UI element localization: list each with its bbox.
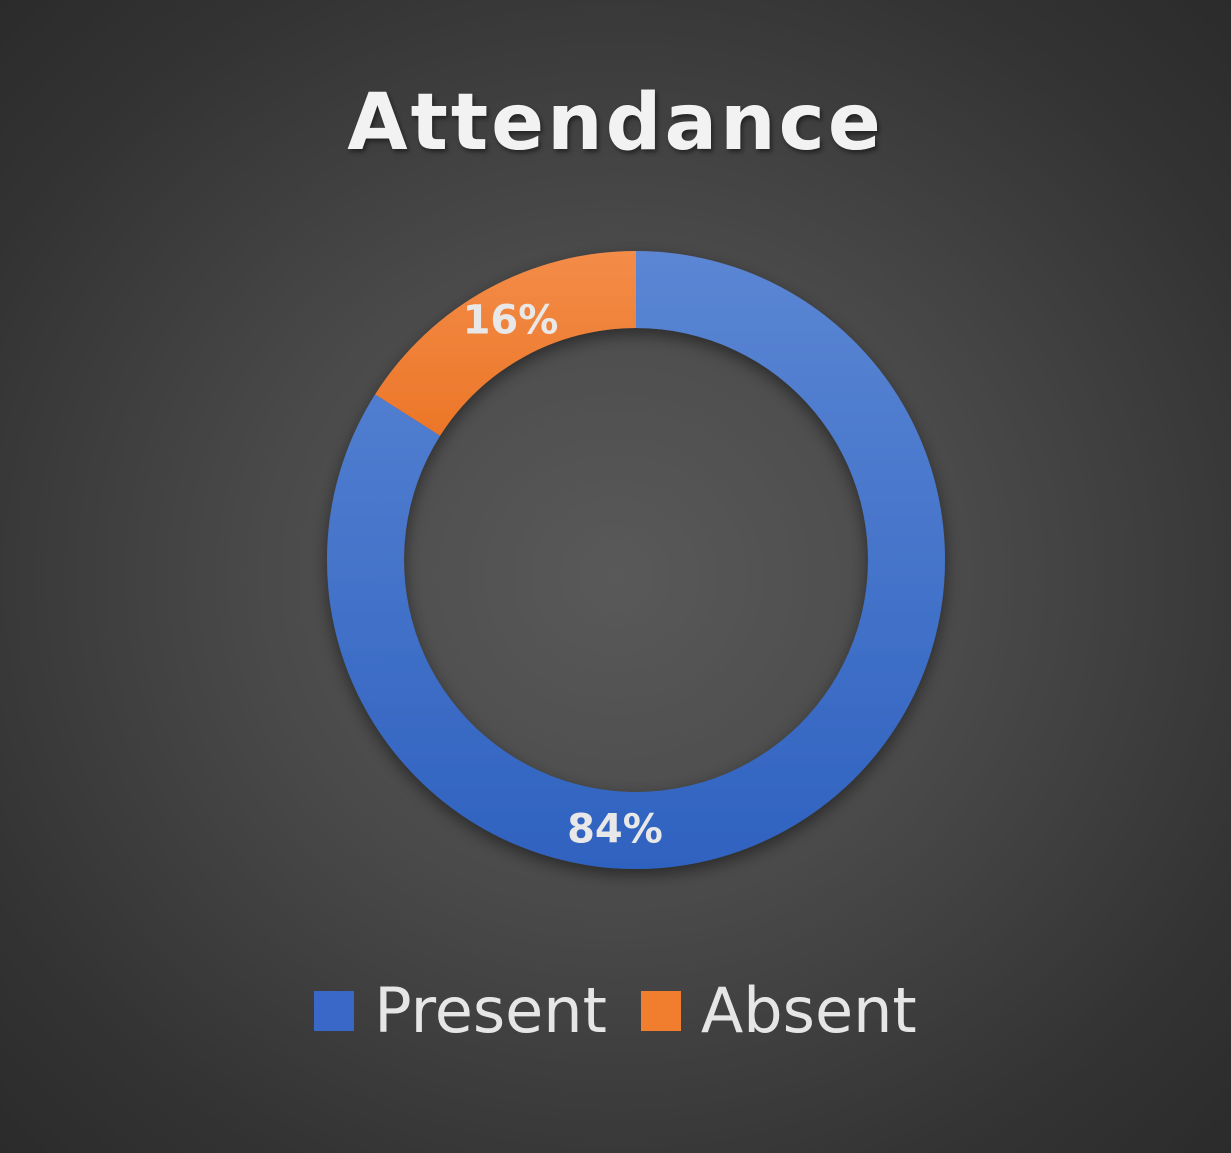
slice-absent: [375, 251, 636, 436]
legend-item-absent: Absent: [640, 974, 917, 1047]
chart-title: Attendance: [347, 78, 884, 168]
legend-swatch-absent: [640, 991, 681, 1031]
legend-label-present: Present: [374, 974, 607, 1047]
legend-label-absent: Absent: [700, 974, 917, 1047]
chart-legend: Present Absent: [0, 980, 1231, 1042]
legend-swatch-present: [314, 991, 355, 1031]
data-label-absent: 16%: [463, 297, 559, 343]
data-label-present: 84%: [567, 807, 663, 853]
legend-item-present: Present: [314, 980, 607, 1042]
